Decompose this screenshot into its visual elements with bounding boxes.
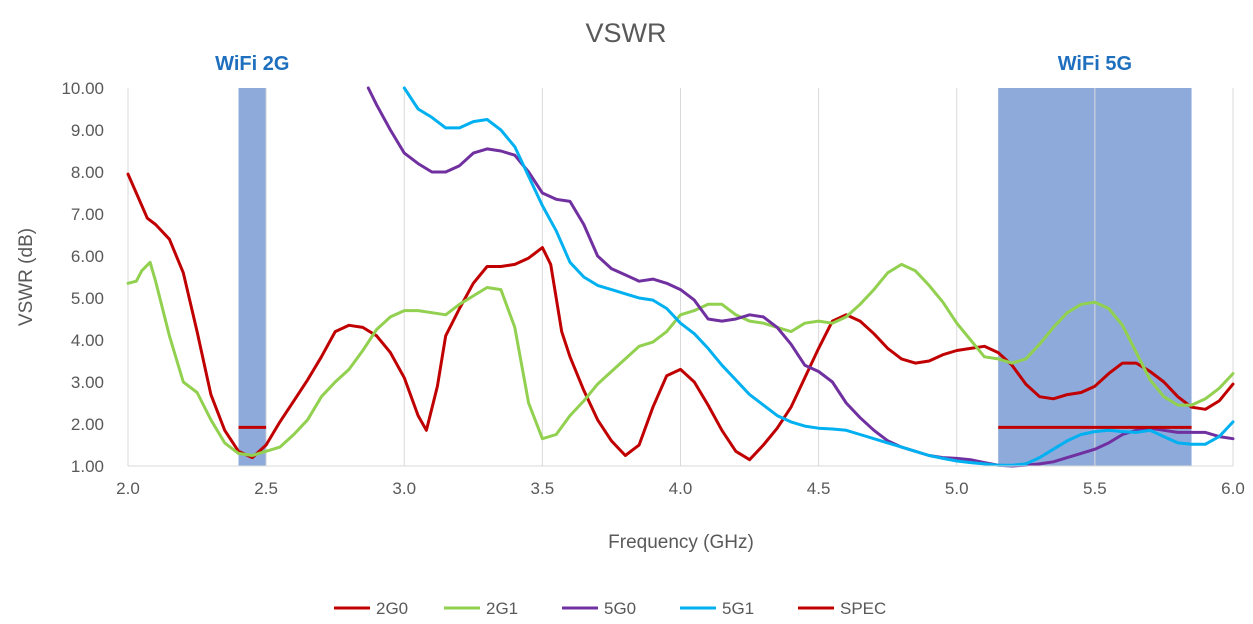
y-tick-label: 7.00 bbox=[71, 205, 104, 224]
legend-label: 2G1 bbox=[486, 599, 518, 618]
legend-label: SPEC bbox=[840, 599, 886, 618]
band-0 bbox=[238, 88, 267, 466]
x-axis-title: Frequency (GHz) bbox=[608, 532, 754, 553]
legend-item-2g0: 2G0 bbox=[334, 599, 408, 618]
x-tick-label: 2.0 bbox=[116, 479, 140, 498]
x-tick-label: 4.0 bbox=[669, 479, 693, 498]
data-series bbox=[126, 86, 1235, 468]
legend-item-5g0: 5G0 bbox=[562, 599, 636, 618]
chart-title: VSWR bbox=[586, 18, 667, 48]
x-tick-label: 6.0 bbox=[1221, 479, 1245, 498]
x-tick-label: 3.5 bbox=[531, 479, 555, 498]
x-tick-label: 4.5 bbox=[807, 479, 831, 498]
legend-item-5g1: 5G1 bbox=[680, 599, 754, 618]
legend-item-2g1: 2G1 bbox=[444, 599, 518, 618]
y-tick-label: 4.00 bbox=[71, 331, 104, 350]
y-tick-label: 2.00 bbox=[71, 415, 104, 434]
band-label-0: WiFi 2G bbox=[215, 53, 289, 75]
legend-item-spec: SPEC bbox=[798, 599, 886, 618]
y-tick-label: 3.00 bbox=[71, 373, 104, 392]
x-tick-label: 5.5 bbox=[1083, 479, 1107, 498]
band-label-1: WiFi 5G bbox=[1058, 53, 1132, 75]
legend-label: 2G0 bbox=[376, 599, 408, 618]
y-tick-label: 1.00 bbox=[71, 457, 104, 476]
x-tick-label: 3.0 bbox=[392, 479, 416, 498]
y-axis-title: VSWR (dB) bbox=[16, 228, 37, 326]
legend-label: 5G0 bbox=[604, 599, 636, 618]
series-5g1-line bbox=[402, 86, 1235, 467]
y-tick-label: 9.00 bbox=[71, 121, 104, 140]
series-2g1-line bbox=[126, 260, 1235, 457]
x-tick-label: 2.5 bbox=[254, 479, 278, 498]
legend: 2G0 2G1 5G0 5G1 SPEC bbox=[334, 599, 886, 618]
y-tick-label: 10.00 bbox=[61, 79, 104, 98]
y-tick-label: 5.00 bbox=[71, 289, 104, 308]
x-tick-label: 5.0 bbox=[945, 479, 969, 498]
series-5g0-line bbox=[366, 86, 1235, 468]
legend-label: 5G1 bbox=[722, 599, 754, 618]
axes: 2.0 2.5 3.0 3.5 4.0 4.5 5.0 5.5 6.0 1.00 2.00 3.00 4… bbox=[61, 79, 1244, 498]
gridlines bbox=[127, 88, 1234, 466]
y-tick-label: 8.00 bbox=[71, 163, 104, 182]
y-tick-label: 6.00 bbox=[71, 247, 104, 266]
series-2g0-line bbox=[126, 172, 1235, 462]
